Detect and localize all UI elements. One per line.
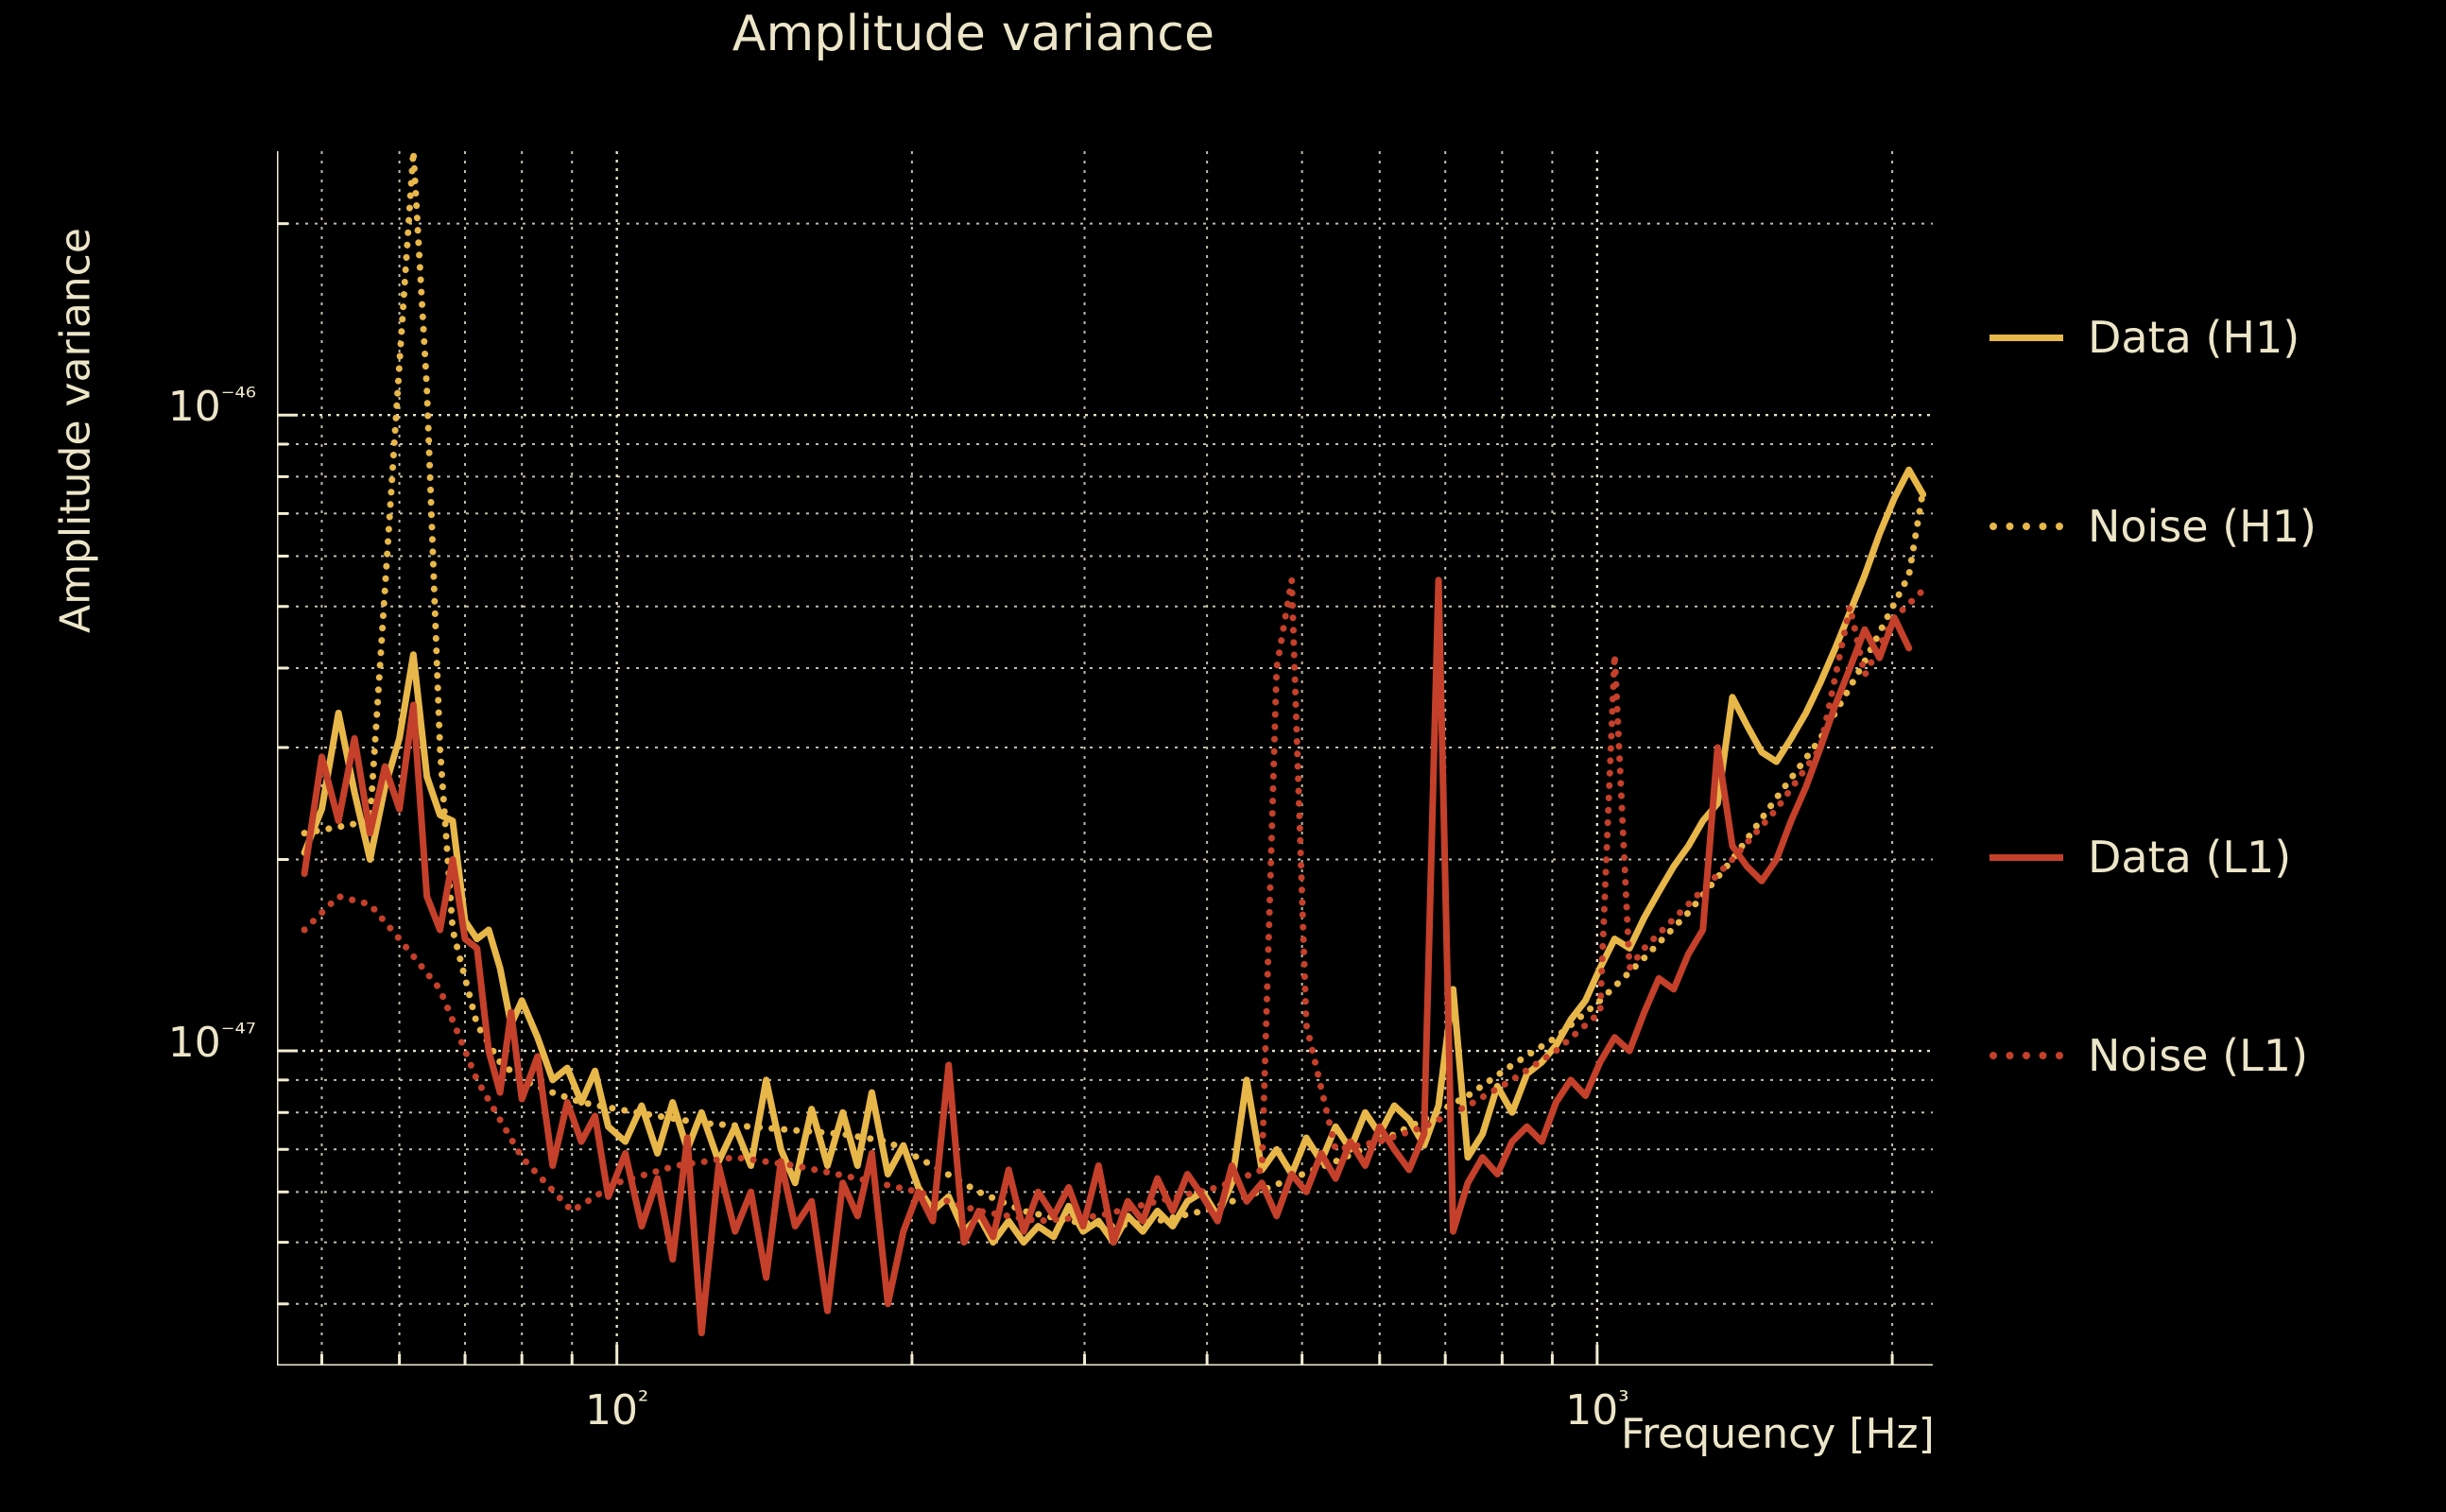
chart-title: Amplitude variance — [732, 6, 1215, 62]
plot-area — [277, 151, 1933, 1366]
chart-legend: Data (H1) Noise (H1) Data (L1) Noise (L1) — [1990, 151, 2434, 1366]
y-axis-label: Amplitude variance — [52, 72, 100, 790]
y-gridlines — [277, 222, 1933, 1305]
legend-label-1: Noise (H1) — [2088, 501, 2317, 552]
legend-item-3[interactable]: Noise (L1) — [1990, 1030, 2308, 1081]
legend-label-2: Data (L1) — [2088, 832, 2292, 883]
legend-label-0: Data (H1) — [2088, 312, 2300, 363]
x-axis-label: Frequency [Hz] — [1621, 1410, 1935, 1458]
plot-svg — [277, 151, 1933, 1366]
y-tick-label-0: 10⁻⁴⁷ — [167, 1017, 256, 1068]
legend-item-1[interactable]: Noise (H1) — [1990, 501, 2317, 552]
x-tick-label-0: 10² — [585, 1384, 649, 1435]
legend-item-2[interactable]: Data (L1) — [1990, 832, 2291, 883]
y-axis-label-text: Amplitude variance — [51, 228, 100, 633]
x-tick-label-1: 10³ — [1565, 1384, 1629, 1435]
legend-swatch-2 — [1990, 853, 2063, 861]
series-line-3 — [301, 576, 1927, 1225]
y-tick-label-1: 10⁻⁴⁶ — [167, 381, 256, 432]
series-line-2 — [301, 576, 1913, 1337]
legend-swatch-3 — [1990, 1052, 2063, 1059]
legend-swatch-0 — [1990, 334, 2063, 341]
x-gridlines — [320, 151, 1894, 1366]
legend-label-3: Noise (L1) — [2088, 1030, 2309, 1081]
legend-item-0[interactable]: Data (H1) — [1990, 312, 2300, 363]
legend-swatch-1 — [1990, 523, 2063, 530]
